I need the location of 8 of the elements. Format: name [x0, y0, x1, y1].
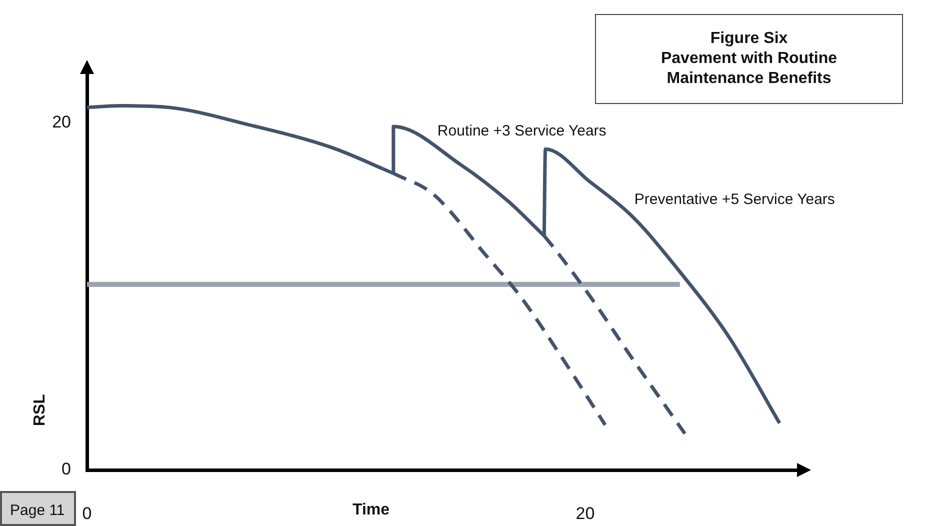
chart-title: Figure Six — [710, 29, 788, 49]
chart-subtitle: Pavement with Routine Maintenance Benefits — [660, 49, 838, 89]
title-frame: Figure Six Pavement with Routine Maintenance Benefits — [595, 14, 903, 104]
text: Page 11 — [0, 491, 76, 526]
series-label: Routine +3 Service Years — [437, 122, 606, 140]
y-axis-title: RSL — [31, 394, 48, 426]
series-label: Preventative +5 Service Years — [634, 191, 835, 208]
x-axis-title: Time — [352, 501, 390, 518]
